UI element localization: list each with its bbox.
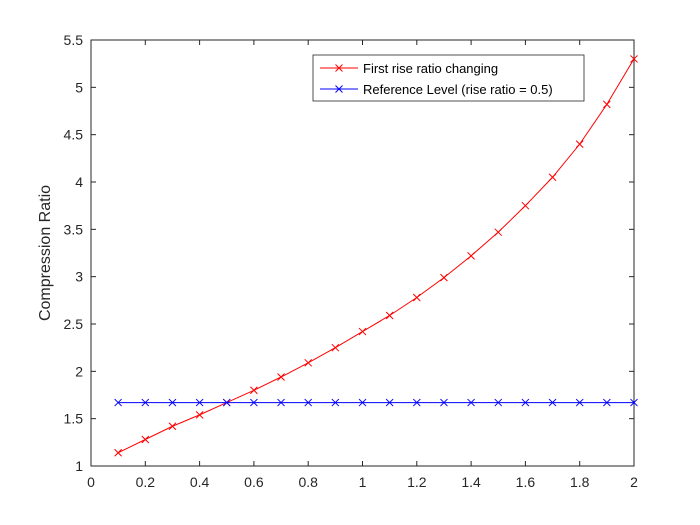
legend-marker bbox=[335, 85, 343, 93]
data-point bbox=[440, 273, 448, 282]
data-point bbox=[304, 358, 313, 367]
legend-label: Reference Level (rise ratio = 0.5) bbox=[363, 82, 553, 97]
data-point bbox=[575, 398, 584, 407]
data-point bbox=[602, 100, 611, 109]
series-layer bbox=[114, 55, 638, 457]
data-point bbox=[440, 398, 448, 407]
y-tick-label: 4.5 bbox=[64, 127, 84, 143]
x-tick-label: 1.6 bbox=[516, 474, 536, 490]
legend-marker bbox=[335, 64, 343, 72]
plot-area bbox=[90, 39, 635, 467]
y-tick-label: 2.5 bbox=[64, 316, 84, 332]
data-point bbox=[222, 398, 231, 407]
axes-box bbox=[90, 39, 635, 467]
data-point bbox=[494, 228, 503, 237]
series-2 bbox=[114, 398, 638, 407]
x-tick-label: 0.4 bbox=[190, 474, 210, 490]
x-tick-label: 0.8 bbox=[298, 474, 318, 490]
legend-entry: First rise ratio changing bbox=[320, 61, 498, 76]
x-tick-label: 1.4 bbox=[461, 474, 481, 490]
y-tick-label: 2 bbox=[75, 363, 83, 379]
data-point bbox=[630, 398, 638, 407]
y-tick-label: 5.5 bbox=[64, 32, 84, 48]
data-point bbox=[331, 343, 340, 352]
data-point bbox=[331, 398, 340, 407]
y-tick-label: 1.5 bbox=[64, 411, 84, 427]
x-tick-label: 2 bbox=[630, 474, 638, 490]
y-tick-label: 1 bbox=[75, 458, 83, 474]
data-point bbox=[521, 201, 530, 210]
axis-ticks: 0 0.2 0.4 0.6 0.8 1 1.2 1.4 1.6 1.8 2 1 1.5 2 2.5 3 3.5 4… bbox=[64, 32, 639, 490]
data-point bbox=[630, 55, 638, 63]
data-point bbox=[277, 398, 285, 407]
data-point bbox=[385, 311, 394, 320]
legend: First rise ratio changing Reference Level… bbox=[312, 54, 585, 102]
legend-entry: Reference Level (rise ratio = 0.5) bbox=[320, 82, 553, 97]
data-point bbox=[141, 398, 150, 407]
data-point bbox=[521, 398, 530, 407]
x-tick-label: 1 bbox=[359, 474, 367, 490]
x-tick-label: 1.8 bbox=[570, 474, 590, 490]
data-point bbox=[358, 398, 367, 407]
legend-box bbox=[312, 54, 585, 102]
data-point bbox=[494, 398, 503, 407]
data-point bbox=[575, 140, 584, 148]
data-point bbox=[412, 293, 421, 302]
x-tick-label: 0 bbox=[87, 474, 95, 490]
data-point bbox=[277, 373, 285, 381]
x-tick-label: 0.2 bbox=[136, 474, 156, 490]
data-point bbox=[602, 398, 611, 407]
data-point bbox=[467, 251, 475, 260]
y-tick-label: 3 bbox=[75, 269, 83, 285]
x-tick-label: 0.6 bbox=[244, 474, 264, 490]
data-point bbox=[412, 398, 421, 407]
data-point bbox=[250, 398, 258, 407]
data-point bbox=[548, 398, 557, 407]
data-point bbox=[114, 398, 123, 407]
data-point bbox=[168, 398, 177, 407]
y-tick-label: 4 bbox=[75, 174, 83, 190]
y-tick-label: 3.5 bbox=[64, 221, 84, 237]
legend-label: First rise ratio changing bbox=[363, 61, 498, 76]
data-point bbox=[141, 435, 150, 444]
data-point bbox=[304, 398, 313, 407]
data-point bbox=[195, 398, 204, 407]
data-point bbox=[250, 386, 258, 395]
y-tick-label: 5 bbox=[75, 79, 83, 95]
data-point bbox=[358, 327, 367, 336]
y-axis-title: Compression Ratio bbox=[37, 185, 54, 321]
data-point bbox=[467, 398, 475, 407]
data-point bbox=[195, 411, 204, 419]
data-point bbox=[168, 422, 177, 431]
x-tick-label: 1.2 bbox=[407, 474, 427, 490]
data-point bbox=[114, 448, 123, 457]
data-point bbox=[385, 398, 394, 407]
data-point bbox=[548, 173, 557, 182]
series-line bbox=[117, 58, 635, 454]
